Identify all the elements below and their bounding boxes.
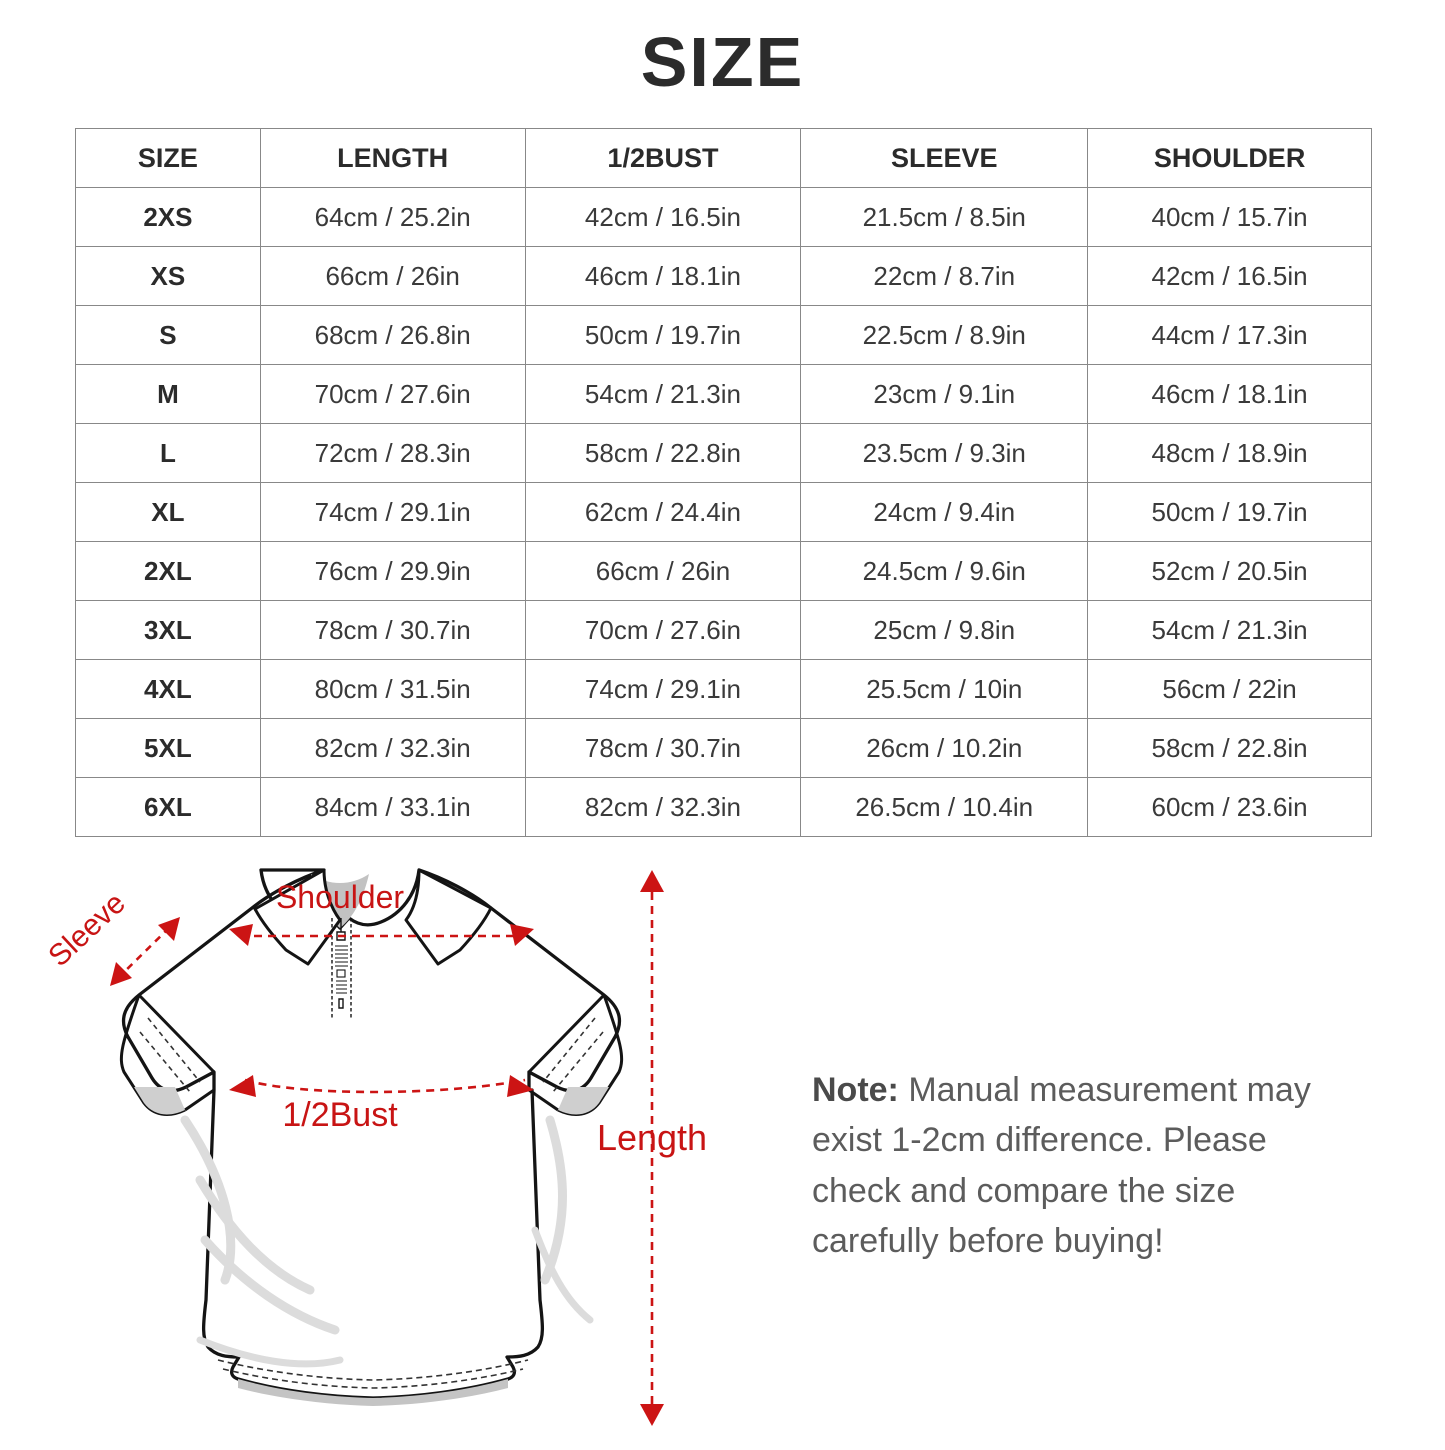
svg-text:Length: Length xyxy=(597,1117,707,1158)
svg-text:Shoulder: Shoulder xyxy=(276,879,404,915)
svg-text:1/2Bust: 1/2Bust xyxy=(282,1096,398,1134)
svg-text:Sleeve: Sleeve xyxy=(42,886,132,973)
